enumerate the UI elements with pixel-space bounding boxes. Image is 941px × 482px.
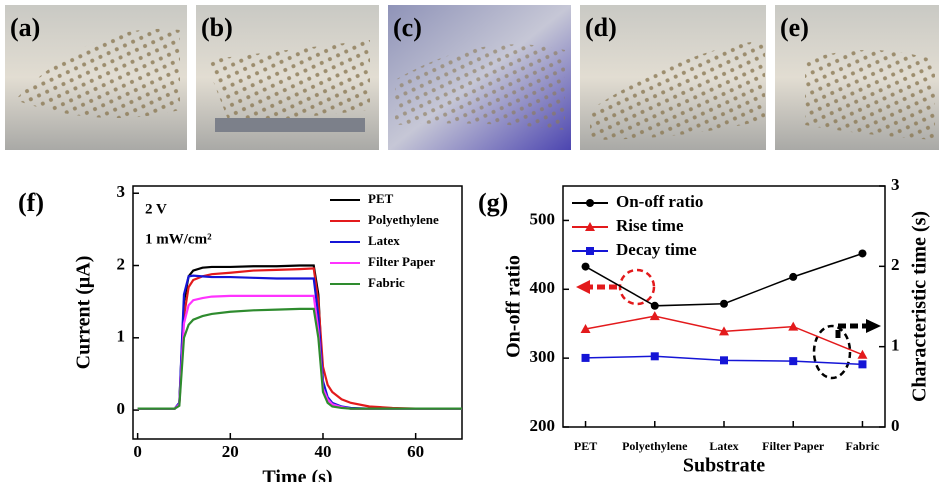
y-tick-label: 0 xyxy=(117,399,126,418)
legend-label: On-off ratio xyxy=(616,192,703,211)
legend-label: PET xyxy=(368,191,394,206)
panel-label: (g) xyxy=(478,188,508,217)
legend-label: Filter Paper xyxy=(368,254,435,269)
y-tick-label: 200 xyxy=(530,416,556,435)
y-axis-label: Current (μA) xyxy=(73,256,95,370)
arrow xyxy=(838,326,866,338)
legend-label: Polyethylene xyxy=(368,212,439,227)
x-tick-label: Filter Paper xyxy=(762,439,825,453)
y-tick-label: 300 xyxy=(530,347,556,366)
y-tick-label: 500 xyxy=(530,209,556,228)
x-tick-label: 0 xyxy=(133,442,142,461)
y-tick-label: 2 xyxy=(117,254,126,273)
photos: (a) (b) (c) (d) (e) xyxy=(5,5,939,150)
legend-label: Latex xyxy=(368,233,400,248)
series-line xyxy=(138,296,462,409)
x-tick-label: Fabric xyxy=(845,439,880,453)
y-tick-label: 1 xyxy=(117,327,126,346)
marker xyxy=(857,350,867,359)
marker xyxy=(858,249,866,257)
marker xyxy=(582,263,590,271)
arrow-head xyxy=(866,319,881,333)
y2-tick-label: 2 xyxy=(891,255,900,274)
marker xyxy=(789,273,797,281)
x-tick-label: Latex xyxy=(709,439,738,453)
x-tick-label: 20 xyxy=(222,442,239,461)
marker xyxy=(651,302,659,310)
marker xyxy=(720,300,728,308)
panel-label: (e) xyxy=(780,13,809,42)
y-tick-label: 3 xyxy=(117,182,126,201)
arrow-head xyxy=(576,280,590,294)
x-tick-label: 60 xyxy=(407,442,424,461)
panel-label: (a) xyxy=(10,13,40,42)
panel-label: (b) xyxy=(201,13,233,42)
marker xyxy=(789,357,797,365)
legend-label: Decay time xyxy=(616,240,697,259)
x-tick-label: PET xyxy=(574,439,597,453)
legend-label: Rise time xyxy=(616,216,684,235)
marker xyxy=(651,352,659,360)
marker xyxy=(586,199,594,207)
annotation-shapes xyxy=(576,270,881,378)
highlight-circle xyxy=(620,270,654,304)
annotation: 2 V xyxy=(145,201,167,217)
marker xyxy=(582,354,590,362)
y2-tick-label: 1 xyxy=(891,336,900,355)
y2-tick-label: 0 xyxy=(891,416,900,435)
photo-detail xyxy=(805,50,935,140)
y2-tick-label: 3 xyxy=(891,175,900,194)
x-tick-label: 40 xyxy=(314,442,331,461)
series-line xyxy=(138,309,462,409)
x-axis-label: Time (s) xyxy=(262,467,332,482)
y2-axis-label: Characteristic time (s) xyxy=(909,211,931,402)
x-tick-label: Polyethylene xyxy=(622,439,688,453)
marker xyxy=(586,247,594,255)
x-axis-label: Substrate xyxy=(683,455,765,477)
annotation: 1 mW/cm² xyxy=(145,231,212,247)
y-tick-label: 400 xyxy=(530,278,556,297)
series-line xyxy=(586,316,863,355)
panel-label: (f) xyxy=(18,188,44,217)
marker xyxy=(650,311,660,320)
legend-label: Fabric xyxy=(368,275,405,290)
marker xyxy=(858,360,866,368)
figure: (a) (b) (c) (d) (e) 01230204060Time (s)C… xyxy=(0,0,941,482)
marker xyxy=(720,356,728,364)
y-axis-label: On-off ratio xyxy=(503,255,525,358)
photo-detail xyxy=(215,118,365,132)
panel-label: (c) xyxy=(393,13,422,42)
series-line xyxy=(586,253,863,305)
highlight-circle xyxy=(814,326,850,378)
panel-label: (d) xyxy=(585,13,617,42)
